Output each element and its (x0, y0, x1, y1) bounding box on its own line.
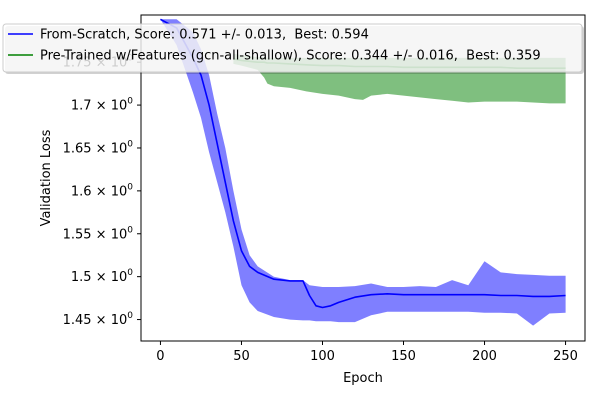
y-tick-label: 1.55 × 100 (63, 225, 134, 242)
x-tick-label: 0 (156, 349, 164, 364)
legend-label-pre-trained: Pre-Trained w/Features (gcn-all-shallow)… (40, 49, 541, 64)
y-tick-label: 1.45 × 100 (63, 311, 134, 328)
y-tick-label: 1.7 × 100 (71, 97, 133, 114)
y-axis-label: Validation Loss (39, 129, 54, 226)
plot-frame (140, 14, 586, 342)
x-tick-label: 100 (310, 349, 335, 364)
x-axis-label: Epoch (343, 371, 383, 386)
y-tick-label: 1.6 × 100 (71, 182, 133, 199)
x-tick-label: 50 (233, 349, 250, 364)
legend-label-from-scratch: From-Scratch, Score: 0.571 +/- 0.013, Be… (40, 28, 369, 43)
y-tick-label: 1.5 × 100 (71, 268, 133, 285)
legend: From-Scratch, Score: 0.571 +/- 0.013, Be… (2, 23, 584, 74)
y-tick-label: 1.65 × 100 (63, 139, 134, 156)
x-tick-label: 250 (553, 349, 578, 364)
series-0-line (160, 18, 566, 309)
x-tick-label: 150 (391, 349, 416, 364)
legend-frame (2, 23, 583, 73)
x-tick-label: 200 (472, 349, 497, 364)
